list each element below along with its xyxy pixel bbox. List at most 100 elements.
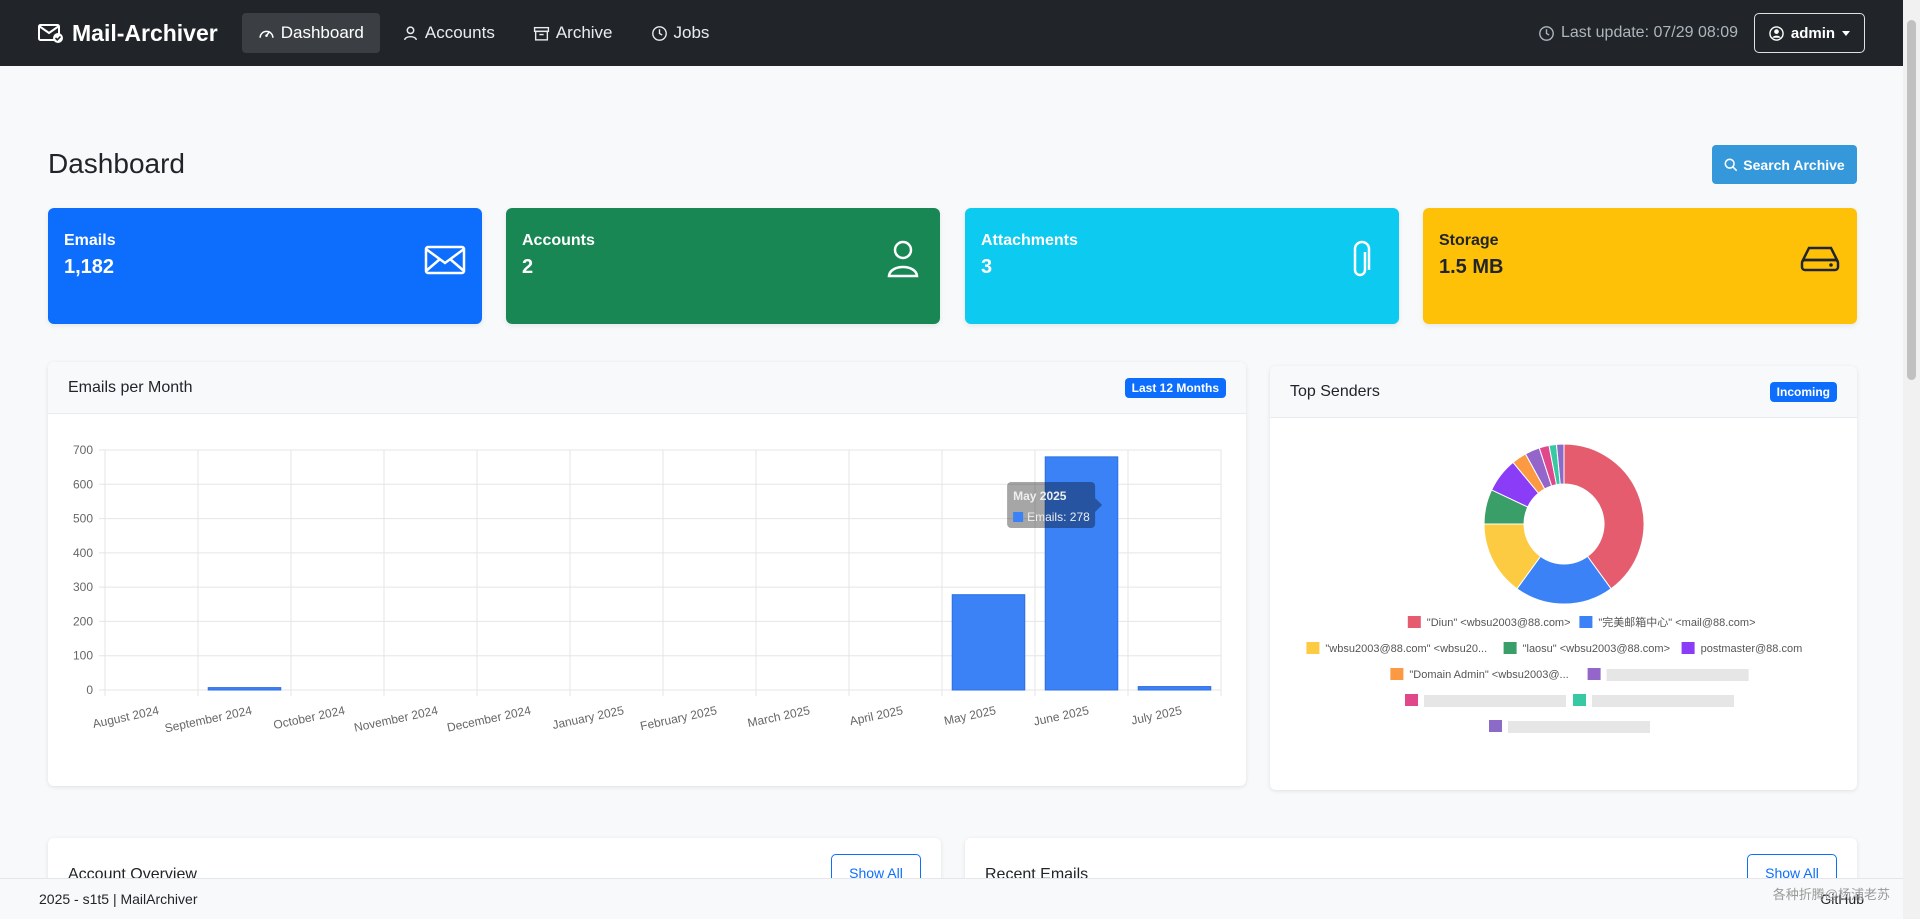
legend-label: "wbsu2003@88.com" <wbsu20...	[1325, 643, 1487, 655]
chart-tooltip: May 2025 Emails: 278	[1007, 482, 1103, 528]
x-tick-label: August 2024	[91, 703, 160, 731]
user-name: admin	[1790, 24, 1836, 42]
stat-emails: Emails 1,182	[48, 208, 482, 324]
stat-value: 2	[522, 256, 534, 278]
legend-label: postmaster@88.com	[1701, 643, 1803, 655]
legend-swatch	[1407, 616, 1421, 628]
stat-label: Accounts	[522, 232, 595, 249]
y-tick-label: 300	[73, 580, 93, 594]
brand-label: Mail-Archiver	[72, 19, 218, 46]
stat-value: 3	[981, 256, 993, 278]
tooltip-arrow	[1095, 498, 1103, 512]
person-icon	[887, 240, 919, 278]
scroll-thumb[interactable]	[1907, 20, 1916, 380]
archive-icon	[533, 26, 549, 41]
bar	[1044, 456, 1119, 691]
incoming-badge: Incoming	[1769, 381, 1837, 402]
legend-label-redacted	[1606, 669, 1749, 681]
x-tick-label: May 2025	[943, 703, 998, 728]
legend-label: "Domain Admin" <wbsu2003@...	[1409, 669, 1568, 681]
legend-swatch	[1681, 642, 1695, 654]
search-archive-button[interactable]: Search Archive	[1712, 145, 1857, 184]
x-tick-label: October 2024	[272, 703, 346, 732]
y-tick-label: 100	[73, 649, 93, 663]
x-tick-label: March 2025	[746, 703, 811, 730]
y-tick-label: 600	[73, 477, 93, 491]
x-tick-label: November 2024	[353, 703, 440, 735]
navbar: Mail-Archiver Dashboard Accounts Archive…	[0, 0, 1903, 66]
legend-swatch	[1573, 694, 1586, 706]
nav-archive-label: Archive	[555, 23, 613, 42]
stat-label: Storage	[1439, 232, 1499, 249]
nav-accounts-label: Accounts	[424, 23, 495, 42]
card-title: Top Senders	[1290, 382, 1380, 400]
nav-archive[interactable]: Archive	[517, 13, 629, 53]
tooltip-label: Emails: 278	[1027, 510, 1090, 524]
mail-check-icon	[38, 24, 63, 43]
last-update-text: Last update: 07/29 08:09	[1560, 24, 1738, 41]
envelope-icon	[424, 245, 466, 275]
stat-value: 1.5 MB	[1439, 256, 1504, 278]
pie-slice	[1555, 443, 1565, 485]
card-header: Emails per Month Last 12 Months	[48, 362, 1246, 414]
legend-label: "Diun" <wbsu2003@88.com>	[1427, 617, 1571, 629]
legend-swatch	[1390, 668, 1404, 680]
watermark: 各种折腾@杨浦老苏	[1772, 887, 1890, 902]
clock-icon	[651, 25, 667, 41]
search-archive-label: Search Archive	[1743, 156, 1845, 173]
caret-down-icon	[1842, 30, 1851, 36]
legend-swatch	[1503, 642, 1517, 654]
hdd-icon	[1800, 246, 1840, 272]
stat-accounts: Accounts 2	[506, 208, 940, 324]
paperclip-icon	[1353, 240, 1371, 277]
person-circle-icon	[1769, 25, 1784, 41]
legend-label: "laosu" <wbsu2003@88.com>	[1523, 643, 1670, 655]
x-tick-label: April 2025	[848, 703, 904, 728]
y-tick-label: 500	[73, 512, 93, 526]
brand[interactable]: Mail-Archiver	[38, 20, 218, 47]
user-menu-button[interactable]: admin	[1754, 13, 1865, 53]
page-title: Dashboard	[48, 148, 185, 179]
legend-label-redacted	[1592, 695, 1734, 707]
y-tick-label: 0	[86, 683, 93, 697]
nav-dashboard-label: Dashboard	[280, 23, 364, 42]
tooltip-title: May 2025	[1013, 489, 1067, 503]
stat-label: Emails	[64, 232, 116, 249]
nav-jobs-label: Jobs	[673, 23, 710, 42]
nav-dashboard[interactable]: Dashboard	[241, 13, 380, 53]
top-senders-card: Top Senders Incoming "Diun" <wbsu2003@88…	[1270, 366, 1857, 790]
x-tick-label: January 2025	[551, 703, 625, 732]
stat-attachments: Attachments 3	[965, 208, 1399, 324]
y-tick-label: 200	[73, 614, 93, 628]
legend-swatch	[1587, 668, 1601, 680]
legend-label: "完美邮箱中心" <mail@88.com>	[1598, 615, 1755, 629]
nav-jobs[interactable]: Jobs	[635, 13, 726, 53]
stat-value: 1,182	[64, 256, 115, 278]
top-senders-donut-chart[interactable]: "Diun" <wbsu2003@88.com> "完美邮箱中心" <mail@8…	[1270, 418, 1857, 790]
bar	[951, 594, 1026, 691]
tooltip-swatch	[1013, 512, 1024, 522]
x-tick-label: June 2025	[1032, 703, 1090, 728]
tooltip-box	[1007, 482, 1096, 528]
scrollbar[interactable]	[1903, 0, 1920, 919]
card-title: Emails per Month	[68, 378, 193, 396]
emails-bar-chart[interactable]: 0 100 200 300 400 500 600 700 August 2024 Septemb…	[48, 414, 1246, 786]
x-tick-label: September 2024	[163, 703, 253, 735]
pie-slice	[1563, 443, 1645, 590]
stat-label: Attachments	[981, 232, 1078, 249]
legend-swatch	[1405, 694, 1418, 706]
period-badge: Last 12 Months	[1124, 377, 1226, 398]
y-tick-label: 400	[73, 546, 93, 560]
legend-swatch	[1489, 720, 1502, 732]
footer: 2025 - s1t5 | MailArchiver GitHub	[0, 878, 1903, 919]
search-icon	[1724, 158, 1738, 171]
nav-accounts[interactable]: Accounts	[386, 13, 511, 53]
stat-storage: Storage 1.5 MB	[1423, 208, 1857, 324]
x-tick-label: July 2025	[1130, 703, 1183, 727]
github-link[interactable]: GitHub	[1820, 891, 1864, 907]
bar	[207, 687, 282, 691]
clock-icon	[1539, 25, 1554, 41]
y-tick-label: 700	[73, 443, 93, 457]
person-icon	[403, 25, 417, 40]
x-tick-label: December 2024	[446, 703, 533, 735]
